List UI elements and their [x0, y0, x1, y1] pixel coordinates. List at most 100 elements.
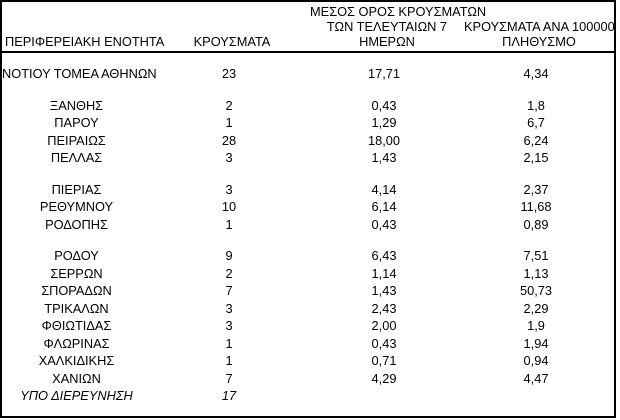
- cases-cell: 2: [225, 97, 233, 113]
- table-row: ΦΛΩΡΙΝΑΣ 1 0,43 1,94: [2, 335, 614, 353]
- table-row: ΠΑΡΟΥ 1 1,29 6,7: [2, 114, 614, 132]
- avg7-cell: 18,00: [367, 132, 401, 148]
- region-cell: ΧΑΝΙΩΝ: [52, 370, 101, 386]
- region-cell: ΦΛΩΡΙΝΑΣ: [43, 335, 110, 351]
- cases-cell: 3: [225, 300, 233, 316]
- cases-cell: 3: [225, 150, 233, 166]
- avg7-cell: 0,43: [371, 97, 397, 113]
- avg7-cell: 1,14: [371, 265, 397, 281]
- region-cell: ΠΕΛΛΑΣ: [50, 150, 103, 166]
- cases-cell: 17: [221, 388, 237, 404]
- header-avg7-line1: ΜΕΣΟΣ ΟΡΟΣ ΚΡΟΥΣΜΑΤΩΝ: [310, 4, 487, 19]
- region-cell: ΥΠΟ ΔΙΕΡΕΥΝΗΣΗ: [20, 388, 133, 404]
- per100k-cell: 1,8: [527, 97, 545, 113]
- cases-cell: 3: [225, 181, 233, 197]
- table-row: ΡΕΘΥΜΝΟΥ 10 6,14 11,68: [2, 198, 614, 216]
- header-per100k: ΚΡΟΥΣΜΑΤΑ ΑΝΑ 100000 ΠΛΗΘΥΣΜΟ: [464, 19, 615, 49]
- per100k-cell: 4,47: [523, 370, 549, 386]
- avg7-cell: 1,43: [371, 283, 397, 299]
- table-row: ΣΠΟΡΑΔΩΝ 7 1,43 50,73: [2, 282, 614, 300]
- per100k-cell: 2,15: [523, 150, 549, 166]
- cases-cell: 2: [225, 265, 233, 281]
- table-row: ΡΟΔΟΠΗΣ 1 0,43 0,89: [2, 216, 614, 234]
- avg7-cell: 17,71: [367, 66, 401, 82]
- table-row: ΧΑΛΚΙΔΙΚΗΣ 1 0,71 0,94: [2, 352, 614, 370]
- table-row: ΧΑΝΙΩΝ 7 4,29 4,47: [2, 370, 614, 388]
- table-header-row: ΠΕΡΙΦΕΡΕΙΑΚΗ ΕΝΟΤΗΤΑ ΚΡΟΥΣΜΑΤΑ ΜΕΣΟΣ ΟΡΟ…: [2, 2, 615, 53]
- avg7-cell: 2,00: [371, 318, 397, 334]
- avg7-cell: 4,14: [371, 181, 397, 197]
- group-spacer: [2, 167, 614, 181]
- cases-cell: 7: [225, 370, 233, 386]
- header-per100k-line1: ΚΡΟΥΣΜΑΤΑ ΑΝΑ 100000: [464, 19, 615, 34]
- header-cases-label: ΚΡΟΥΣΜΑΤΑ: [193, 34, 271, 49]
- table-row: ΠΙΕΡΙΑΣ 3 4,14 2,37: [2, 181, 614, 199]
- per100k-cell: 11,68: [520, 199, 552, 215]
- per100k-cell: 1,13: [523, 265, 549, 281]
- avg7-cell: 0,71: [371, 353, 397, 369]
- region-cell: ΣΠΟΡΑΔΩΝ: [41, 283, 112, 299]
- header-avg7: ΜΕΣΟΣ ΟΡΟΣ ΚΡΟΥΣΜΑΤΩΝ ΤΩΝ ΤΕΛΕΥΤΑΙΩΝ 7 Η…: [310, 4, 487, 49]
- per100k-cell: 1,9: [527, 318, 545, 334]
- region-cell: ΡΟΔΟΠΗΣ: [45, 216, 108, 232]
- table-row: ΠΕΙΡΑΙΩΣ 28 18,00 6,24: [2, 132, 614, 150]
- per100k-cell: 50,73: [519, 283, 553, 299]
- per100k-cell: 2,29: [523, 300, 549, 316]
- cases-cell: 1: [225, 216, 233, 232]
- per100k-cell: 6,24: [523, 132, 549, 148]
- header-avg7-line3: ΗΜΕΡΩΝ: [359, 34, 415, 49]
- per100k-cell: 1,94: [523, 335, 549, 351]
- region-cell: ΞΑΝΘΗΣ: [49, 97, 104, 113]
- avg7-cell: 2,43: [371, 300, 397, 316]
- group-spacer: [2, 83, 614, 97]
- cases-cell: 1: [225, 335, 233, 351]
- region-cell: ΠΙΕΡΙΑΣ: [51, 181, 102, 197]
- region-cell: ΡΟΔΟΥ: [54, 248, 99, 264]
- cases-cell: 1: [225, 115, 233, 131]
- cases-cell: 28: [221, 132, 237, 148]
- header-per100k-line2: ΠΛΗΘΥΣΜΟ: [502, 34, 576, 49]
- cases-cell: 23: [221, 66, 237, 82]
- avg7-cell: 1,29: [371, 115, 397, 131]
- avg7-cell: 4,29: [371, 370, 397, 386]
- per100k-cell: 0,94: [523, 353, 549, 369]
- table-row: ΠΕΛΛΑΣ 3 1,43 2,15: [2, 149, 614, 167]
- avg7-cell: 0,43: [371, 216, 397, 232]
- table-row: ΝΟΤΙΟΥ ΤΟΜΕΑ ΑΘΗΝΩΝ 23 17,71 4,34: [2, 65, 614, 83]
- table-row: ΞΑΝΘΗΣ 2 0,43 1,8: [2, 97, 614, 115]
- table-row: ΣΕΡΡΩΝ 2 1,14 1,13: [2, 265, 614, 283]
- region-cell: ΣΕΡΡΩΝ: [50, 265, 103, 281]
- region-cell: ΝΟΤΙΟΥ ΤΟΜΕΑ ΑΘΗΝΩΝ: [2, 66, 157, 82]
- per100k-cell: 2,37: [523, 181, 549, 197]
- cases-cell: 3: [225, 318, 233, 334]
- region-cell: ΠΕΙΡΑΙΩΣ: [47, 132, 106, 148]
- cases-cell: 9: [225, 248, 233, 264]
- cases-cell: 10: [221, 199, 237, 215]
- cases-cell: 7: [225, 283, 233, 299]
- avg7-cell: 1,43: [371, 150, 397, 166]
- table-row: ΦΘΙΩΤΙΔΑΣ 3 2,00 1,9: [2, 317, 614, 335]
- table-row: ΥΠΟ ΔΙΕΡΕΥΝΗΣΗ 17: [2, 387, 614, 405]
- region-cell: ΤΡΙΚΑΛΩΝ: [44, 300, 109, 316]
- header-avg7-line2: ΤΩΝ ΤΕΛΕΥΤΑΙΩΝ 7: [326, 19, 448, 34]
- table-row: ΤΡΙΚΑΛΩΝ 3 2,43 2,29: [2, 300, 614, 318]
- table-body: ΝΟΤΙΟΥ ΤΟΜΕΑ ΑΘΗΝΩΝ 23 17,71 4,34 ΞΑΝΘΗΣ 2 0,4…: [2, 53, 614, 405]
- region-cell: ΠΑΡΟΥ: [54, 115, 99, 131]
- avg7-cell: 6,43: [371, 248, 397, 264]
- header-region: ΠΕΡΙΦΕΡΕΙΑΚΗ ΕΝΟΤΗΤΑ: [2, 34, 165, 49]
- header-cases: ΚΡΟΥΣΜΑΤΑ: [154, 34, 310, 49]
- table-row: ΡΟΔΟΥ 9 6,43 7,51: [2, 247, 614, 265]
- header-region-label: ΠΕΡΙΦΕΡΕΙΑΚΗ ΕΝΟΤΗΤΑ: [5, 34, 165, 49]
- per100k-cell: 0,89: [523, 216, 549, 232]
- per100k-cell: 7,51: [523, 248, 549, 264]
- avg7-cell: 6,14: [371, 199, 397, 215]
- cases-cell: 1: [225, 353, 233, 369]
- avg7-cell: 0,43: [371, 335, 397, 351]
- per100k-cell: 6,7: [527, 115, 545, 131]
- region-cell: ΧΑΛΚΙΔΙΚΗΣ: [38, 353, 115, 369]
- region-cell: ΦΘΙΩΤΙΔΑΣ: [41, 318, 112, 334]
- region-cell: ΡΕΘΥΜΝΟΥ: [39, 199, 114, 215]
- group-spacer: [2, 233, 614, 247]
